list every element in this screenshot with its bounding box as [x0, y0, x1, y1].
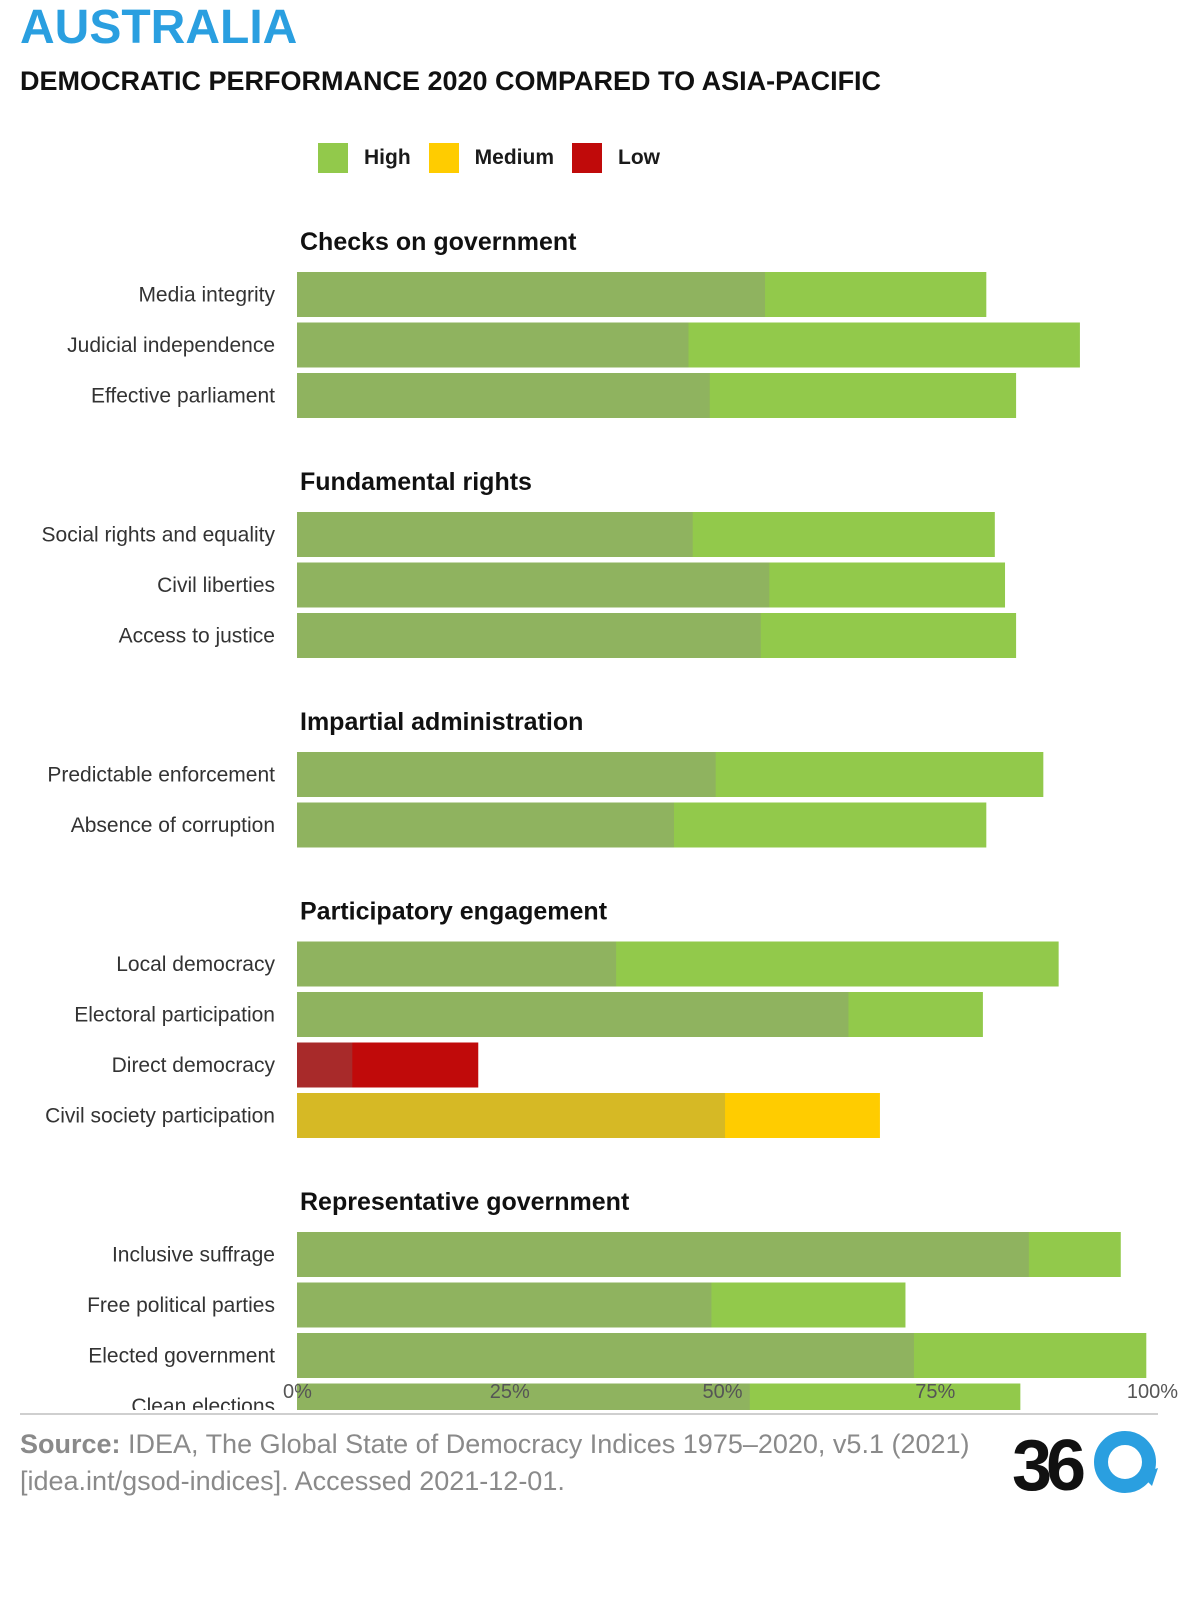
bar-chart: Checks on government Media integrity Judic… [42, 228, 1178, 1410]
row-label: Civil society participation [45, 1105, 275, 1128]
row-label: Absence of corruption [71, 814, 275, 837]
legend: High Medium Low [318, 143, 678, 173]
x-tick-label: 100% [1127, 1381, 1178, 1403]
page-subtitle: DEMOCRATIC PERFORMANCE 2020 COMPARED TO … [20, 66, 882, 96]
legend-item-high: High [318, 143, 411, 173]
row-label: Predictable enforcement [47, 764, 275, 787]
bar-asia-pacific [297, 373, 710, 418]
logo-text: 36 [1012, 1430, 1084, 1496]
row-label: Social rights and equality [42, 524, 276, 547]
x-tick-label: 75% [915, 1381, 955, 1403]
group-title: Checks on government [300, 228, 577, 256]
bar-asia-pacific [297, 613, 761, 658]
bar-asia-pacific [297, 941, 617, 987]
bar-asia-pacific [297, 1093, 726, 1138]
row-label: Effective parliament [91, 385, 275, 408]
row-label: Elected government [88, 1345, 275, 1368]
bar-asia-pacific [297, 802, 674, 848]
legend-item-medium: Medium [428, 143, 554, 173]
bar-asia-pacific [297, 1383, 750, 1410]
bar-asia-pacific [297, 272, 766, 317]
group-title: Impartial administration [300, 708, 583, 736]
bar-asia-pacific [297, 562, 770, 608]
row-label: Access to justice [119, 625, 275, 648]
legend-swatch-low [572, 143, 602, 173]
bar-asia-pacific [297, 1282, 712, 1328]
legend-label-low: Low [618, 146, 660, 169]
bar-asia-pacific [297, 992, 849, 1037]
x-tick-label: 25% [490, 1381, 530, 1403]
legend-label-high: High [364, 146, 411, 169]
legend-item-low: Low [572, 143, 660, 173]
bar-asia-pacific [297, 512, 693, 557]
bar-asia-pacific [297, 752, 716, 797]
group-title: Fundamental rights [300, 468, 532, 496]
legend-label-medium: Medium [474, 146, 554, 169]
bar-asia-pacific [297, 322, 689, 368]
x-tick-label: 50% [702, 1381, 742, 1403]
bar-asia-pacific [297, 1042, 353, 1088]
x-tick-label: 0% [283, 1381, 312, 1403]
group-title: Participatory engagement [300, 898, 608, 926]
bar-asia-pacific [297, 1232, 1029, 1277]
group-title: Representative government [300, 1188, 630, 1216]
row-label: Clean elections [131, 1395, 275, 1410]
source-text: IDEA, The Global State of Democracy Indi… [20, 1429, 970, 1496]
row-label: Electoral participation [74, 1004, 275, 1027]
page-title: AUSTRALIA [20, 1, 298, 54]
bar-asia-pacific [297, 1333, 914, 1378]
row-label: Media integrity [138, 284, 275, 307]
row-label: Civil liberties [157, 574, 275, 597]
logo-360: 36 [1012, 1430, 1158, 1496]
row-label: Direct democracy [112, 1054, 276, 1077]
row-label: Local democracy [116, 953, 275, 976]
row-label: Judicial independence [67, 334, 275, 357]
refresh-arrow-icon [1094, 1431, 1158, 1493]
legend-swatch-high [318, 143, 348, 173]
source-label: Source: [20, 1429, 121, 1459]
legend-swatch-medium [428, 143, 459, 173]
source-note: Source: IDEA, The Global State of Democr… [20, 1426, 980, 1500]
row-label: Free political parties [87, 1294, 275, 1317]
source-divider [20, 1413, 1158, 1415]
row-label: Inclusive suffrage [112, 1244, 275, 1267]
